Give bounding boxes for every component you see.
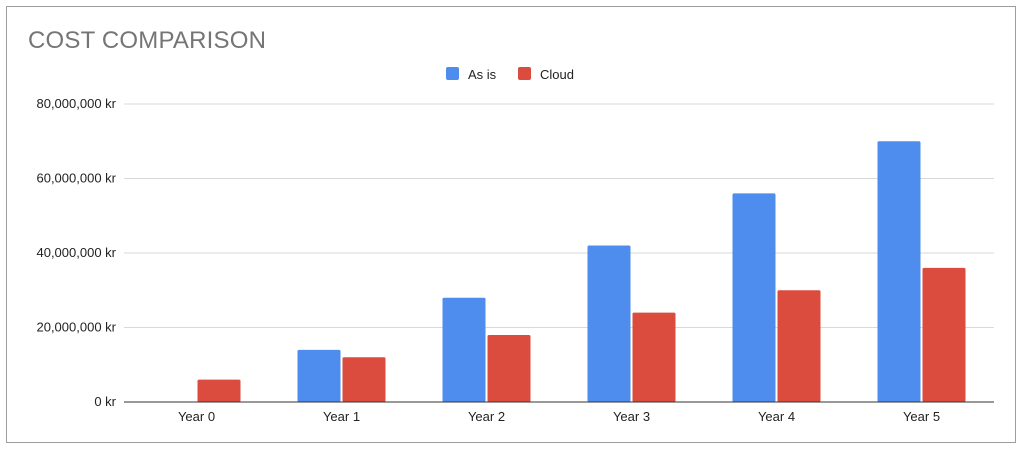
- bar-cloud-year-2[interactable]: [487, 334, 531, 402]
- y-tick-label: 40,000,000 kr: [36, 245, 116, 260]
- y-tick-label: 0 kr: [94, 394, 116, 409]
- bar-as-is-year-4[interactable]: [732, 193, 776, 402]
- x-tick-label: Year 2: [468, 409, 505, 424]
- bar-cloud-year-4[interactable]: [777, 290, 821, 402]
- y-tick-label: 20,000,000 kr: [36, 320, 116, 335]
- x-axis-ticks: Year 0 Year 1 Year 2 Year 3 Year 4 Year 5: [178, 409, 940, 424]
- chart-title: COST COMPARISON: [28, 27, 267, 54]
- x-tick-label: Year 1: [323, 409, 360, 424]
- y-tick-label: 60,000,000 kr: [36, 171, 116, 186]
- bar-cloud-year-3[interactable]: [632, 312, 676, 402]
- legend-label: Cloud: [540, 67, 574, 82]
- legend: As is Cloud: [446, 67, 574, 82]
- gridlines: [124, 103, 994, 328]
- bar-cloud-year-0[interactable]: [197, 379, 241, 402]
- legend-item-as-is[interactable]: As is: [446, 67, 497, 82]
- legend-item-cloud[interactable]: Cloud: [518, 67, 574, 82]
- x-tick-label: Year 0: [178, 409, 215, 424]
- x-tick-label: Year 5: [903, 409, 940, 424]
- bar-as-is-year-3[interactable]: [587, 245, 631, 402]
- legend-swatch: [446, 67, 459, 80]
- bar-as-is-year-5[interactable]: [877, 141, 921, 402]
- bar-as-is-year-2[interactable]: [442, 297, 486, 402]
- x-tick-label: Year 3: [613, 409, 650, 424]
- x-tick-label: Year 4: [758, 409, 795, 424]
- bar-cloud-year-1[interactable]: [342, 357, 386, 402]
- legend-swatch: [518, 67, 531, 80]
- legend-label: As is: [468, 67, 497, 82]
- bar-cloud-year-5[interactable]: [922, 267, 966, 402]
- bar-as-is-year-1[interactable]: [297, 349, 341, 402]
- bars: [197, 141, 966, 402]
- y-axis-ticks: 0 kr 20,000,000 kr 40,000,000 kr 60,000,000…: [36, 96, 116, 409]
- y-tick-label: 80,000,000 kr: [36, 96, 116, 111]
